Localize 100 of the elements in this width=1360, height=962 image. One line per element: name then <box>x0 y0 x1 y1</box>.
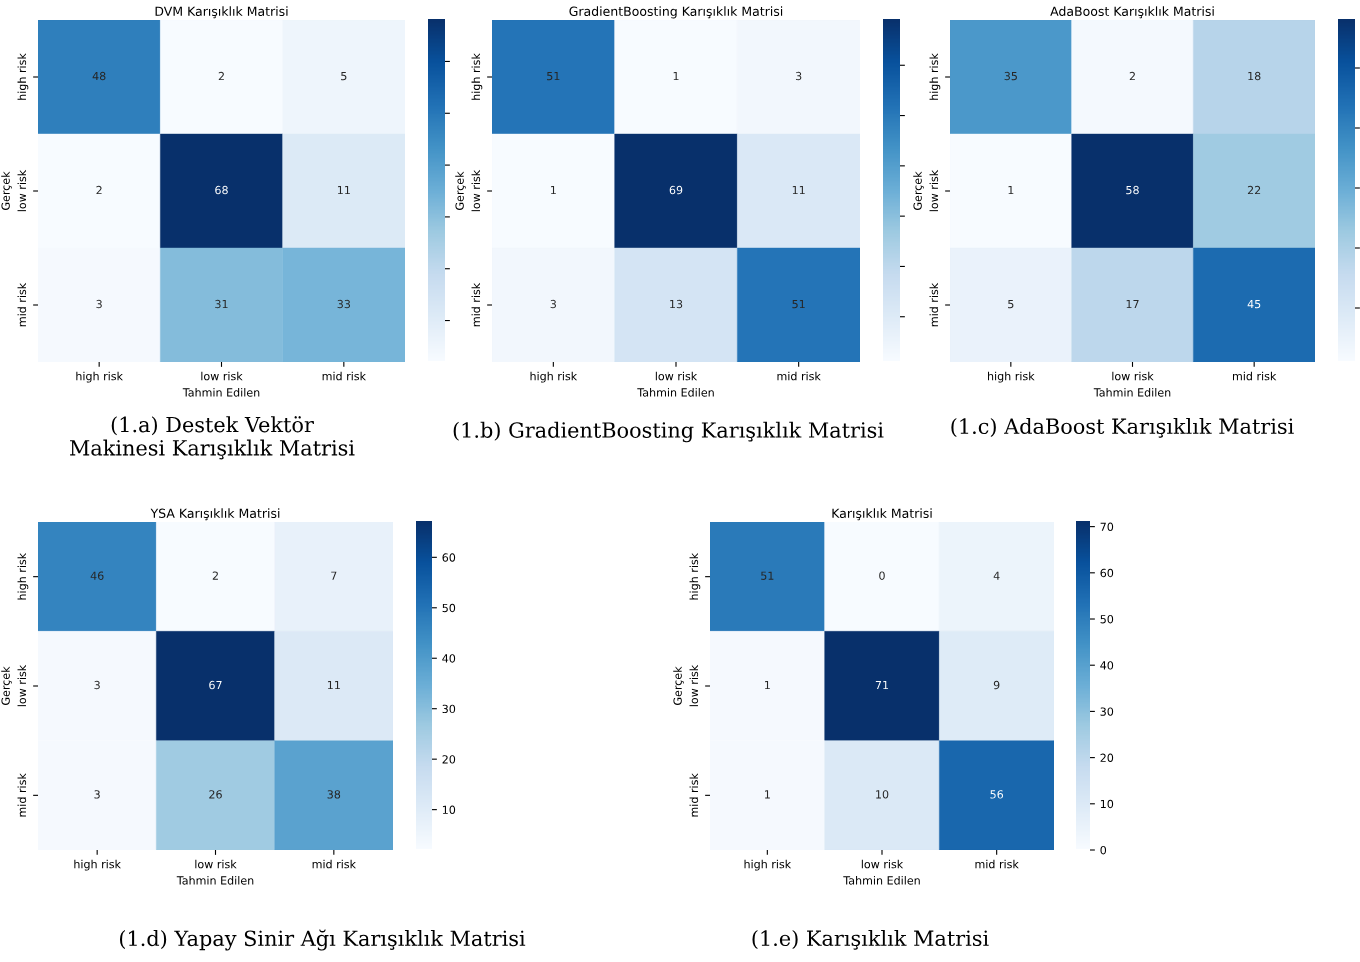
data-label: 69 <box>669 185 683 195</box>
x-tick-label: high risk <box>530 371 578 383</box>
data-label: 5 <box>1008 299 1014 309</box>
data-label: 9 <box>993 680 1000 690</box>
y-tick-label: low risk <box>929 169 939 212</box>
data-label: 11 <box>327 680 340 690</box>
data-label: 2 <box>212 571 218 580</box>
x-axis-title: Tahmin Edilen <box>176 876 254 885</box>
data-label: 71 <box>875 680 889 690</box>
chart-title: DVM Karışıklık Matrisi <box>155 6 288 19</box>
data-label: 48 <box>92 71 106 81</box>
x-axis-title: Tahmin Edilen <box>1093 388 1171 397</box>
data-label: 31 <box>215 299 228 309</box>
y-axis-title: Gerçek <box>673 666 684 705</box>
data-label: 3 <box>550 299 556 309</box>
text: (1.c) AdaBoost Karışıklık Matrisi <box>951 417 1294 438</box>
color-bar-label: 10 <box>1100 799 1114 809</box>
data-label: 4 <box>993 571 1000 580</box>
data-label: 13 <box>670 299 683 309</box>
y-tick-label: mid risk <box>929 282 939 327</box>
color-bar-label: 20 <box>442 755 456 764</box>
y-axis-title: Gerçek <box>913 171 924 210</box>
text: (1.e) Karışıklık Matrisi <box>752 929 989 950</box>
x-axis-title: Tahmin Edilen <box>182 388 260 397</box>
data-label: 67 <box>209 680 222 690</box>
y-tick-label: mid risk <box>17 773 27 817</box>
data-label: 51 <box>792 299 805 309</box>
x-tick-label: mid risk <box>322 371 366 381</box>
data-label: 18 <box>1248 71 1261 81</box>
data-label: 56 <box>990 790 1004 799</box>
color-bar-label: 20 <box>1100 753 1114 762</box>
data-label: 1 <box>551 185 556 195</box>
chart-title: Karışıklık Matrisi <box>832 508 932 521</box>
data-label: 38 <box>327 790 341 799</box>
x-tick-label: low risk <box>1112 371 1154 381</box>
color-bar-label: 60 <box>1100 568 1114 578</box>
x-tick-label: low risk <box>861 859 904 869</box>
data-label: 33 <box>337 299 351 309</box>
chart-title: AdaBoost Karışıklık Matrisi <box>1050 6 1214 19</box>
chart-title: GradientBoosting Karışıklık Matrisi <box>569 6 783 19</box>
y-tick-label: low risk <box>17 664 27 707</box>
data-label: 3 <box>94 790 100 799</box>
text: (1.b) GradientBoosting Karışıklık Matrisi <box>453 421 884 443</box>
y-tick-label: mid risk <box>17 282 27 327</box>
data-label: 58 <box>1126 185 1139 195</box>
y-tick-label: high risk <box>689 552 701 600</box>
color-bar-label: 60 <box>442 553 456 562</box>
color-bar-label: 0 <box>1100 845 1107 855</box>
data-label: 10 <box>876 790 889 799</box>
data-label: 35 <box>1004 71 1017 81</box>
data-label: 11 <box>337 185 350 195</box>
data-label: 46 <box>90 571 104 580</box>
color-bar-label: 40 <box>442 654 456 663</box>
x-tick-label: low risk <box>195 859 237 869</box>
data-label: 3 <box>96 299 102 309</box>
color-bar-label: 50 <box>442 603 456 613</box>
x-tick-label: mid risk <box>777 371 821 381</box>
data-label: 2 <box>1129 71 1135 81</box>
y-tick-label: low risk <box>689 664 699 707</box>
color-bar-label: 30 <box>442 704 456 714</box>
data-label: 26 <box>209 790 222 799</box>
y-tick-label: high risk <box>17 53 29 100</box>
x-axis-title: Tahmin Edilen <box>843 876 920 885</box>
x-tick-label: mid risk <box>975 859 1019 869</box>
y-tick-label: mid risk <box>471 282 481 327</box>
x-tick-label: high risk <box>76 371 123 383</box>
data-label: 7 <box>331 571 337 580</box>
data-label: 3 <box>94 680 100 690</box>
data-label: 68 <box>215 185 228 195</box>
x-axis-title: Tahmin Edilen <box>637 388 714 397</box>
data-label: 2 <box>96 185 102 195</box>
y-tick-label: high risk <box>471 53 483 100</box>
text: (1.a) Destek Vektör Makinesi Karışıklık Matrisi <box>70 416 355 460</box>
color-bar-label: 30 <box>1100 707 1114 716</box>
x-tick-label: mid risk <box>1232 371 1277 381</box>
x-tick-label: high risk <box>74 859 121 871</box>
data-label: 1 <box>673 71 679 81</box>
color-bar-label: 40 <box>1100 661 1114 670</box>
data-label: 45 <box>1247 299 1261 309</box>
color-bar-label: 10 <box>442 805 456 815</box>
y-tick-label: low risk <box>471 169 481 212</box>
x-tick-label: high risk <box>744 859 792 871</box>
y-tick-label: high risk <box>17 552 29 600</box>
data-label: 2 <box>218 71 224 81</box>
data-label: 5 <box>341 71 347 81</box>
text: (1.d) Yapay Sinir Ağı Karışıklık Matrisi <box>119 929 526 951</box>
color-bar-label: 50 <box>1100 614 1114 624</box>
data-label: 51 <box>761 571 774 580</box>
data-label: 22 <box>1247 185 1261 195</box>
data-label: 17 <box>1126 299 1139 309</box>
x-tick-label: high risk <box>988 371 1035 383</box>
y-axis-title: Gerçek <box>455 171 466 210</box>
data-label: 1 <box>1008 185 1014 195</box>
x-tick-label: low risk <box>201 371 243 381</box>
y-tick-label: low risk <box>17 169 27 212</box>
y-tick-label: high risk <box>929 53 941 100</box>
data-label: 11 <box>792 185 805 195</box>
data-label: 1 <box>765 790 770 799</box>
color-bar-label: 70 <box>1100 522 1114 531</box>
y-axis-title: Gerçek <box>1 666 12 705</box>
